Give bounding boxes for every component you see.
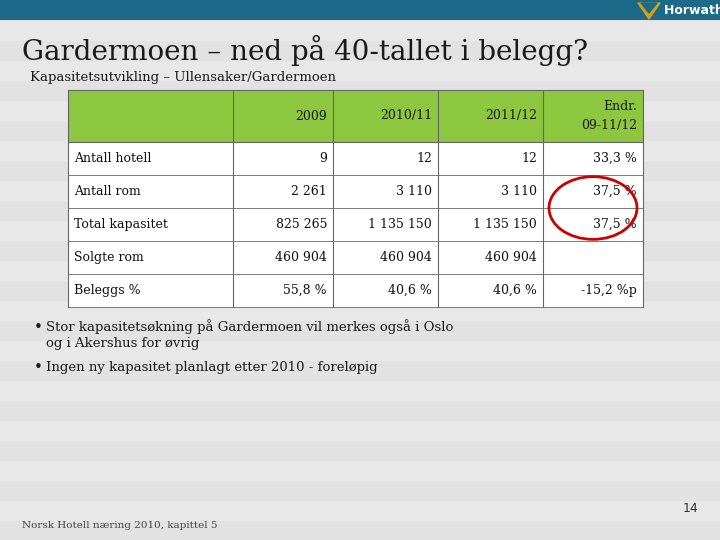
Text: •: • (34, 360, 43, 375)
Text: 09-11/12: 09-11/12 (581, 119, 637, 132)
Text: 40,6 %: 40,6 % (388, 284, 432, 297)
Text: 14: 14 (683, 502, 698, 515)
Text: 825 265: 825 265 (276, 218, 327, 231)
Bar (0, 420, 720, 440)
Text: Ingen ny kapasitet planlagt etter 2010 - foreløpig: Ingen ny kapasitet planlagt etter 2010 -… (46, 361, 377, 374)
Bar (0, 40, 720, 60)
Text: 3 110: 3 110 (501, 185, 537, 198)
Text: Beleggs %: Beleggs % (74, 284, 140, 297)
Bar (0, 20, 720, 40)
Text: 12: 12 (521, 152, 537, 165)
Polygon shape (641, 3, 657, 13)
Bar (0, 60, 720, 80)
Bar (0, 480, 720, 500)
Text: 40,6 %: 40,6 % (493, 284, 537, 297)
Text: 1 135 150: 1 135 150 (473, 218, 537, 231)
Text: 33,3 %: 33,3 % (593, 152, 637, 165)
Text: 9: 9 (319, 152, 327, 165)
Text: 460 904: 460 904 (485, 251, 537, 264)
Bar (0, 460, 720, 480)
Bar (0, 120, 720, 140)
Text: 3 110: 3 110 (396, 185, 432, 198)
Bar (0, 140, 720, 160)
Bar (0, 440, 720, 460)
Bar (0, 0, 720, 20)
Text: Gardermoen – ned på 40-tallet i belegg?: Gardermoen – ned på 40-tallet i belegg? (22, 35, 588, 65)
Text: 2 261: 2 261 (292, 185, 327, 198)
Polygon shape (638, 3, 660, 19)
Text: 460 904: 460 904 (380, 251, 432, 264)
FancyBboxPatch shape (0, 0, 720, 20)
Bar (0, 320, 720, 340)
Text: Endr.: Endr. (603, 99, 637, 112)
Bar (0, 300, 720, 320)
Bar (0, 240, 720, 260)
Bar (0, 520, 720, 540)
Text: -15,2 %p: -15,2 %p (581, 284, 637, 297)
Bar (0, 180, 720, 200)
FancyBboxPatch shape (68, 274, 643, 307)
Text: 37,5 %: 37,5 % (593, 185, 637, 198)
Bar (0, 340, 720, 360)
Text: Kapasitetsutvikling – Ullensaker/Gardermoen: Kapasitetsutvikling – Ullensaker/Garderm… (30, 71, 336, 84)
Text: og i Akershus for øvrig: og i Akershus for øvrig (46, 336, 199, 349)
Text: 55,8 %: 55,8 % (284, 284, 327, 297)
Bar (0, 400, 720, 420)
Bar (0, 500, 720, 520)
Text: Stor kapasitetsøkning på Gardermoen vil merkes også i Oslo: Stor kapasitetsøkning på Gardermoen vil … (46, 320, 454, 334)
Text: Horwath HTL: Horwath HTL (664, 4, 720, 17)
Bar (0, 380, 720, 400)
FancyBboxPatch shape (68, 90, 643, 142)
Bar (0, 200, 720, 220)
Bar (0, 100, 720, 120)
Text: Antall hotell: Antall hotell (74, 152, 151, 165)
Text: 12: 12 (416, 152, 432, 165)
Text: 2010/11: 2010/11 (380, 110, 432, 123)
Text: Solgte rom: Solgte rom (74, 251, 144, 264)
Text: •: • (34, 320, 43, 334)
Bar (0, 220, 720, 240)
Bar (0, 80, 720, 100)
Text: Total kapasitet: Total kapasitet (74, 218, 168, 231)
Text: 2011/12: 2011/12 (485, 110, 537, 123)
Bar (0, 360, 720, 380)
Text: 37,5 %: 37,5 % (593, 218, 637, 231)
FancyBboxPatch shape (68, 142, 643, 175)
FancyBboxPatch shape (68, 208, 643, 241)
Text: Antall rom: Antall rom (74, 185, 140, 198)
Bar (0, 260, 720, 280)
Text: 460 904: 460 904 (275, 251, 327, 264)
Bar (0, 280, 720, 300)
FancyBboxPatch shape (68, 175, 643, 208)
Bar (0, 160, 720, 180)
Text: 2009: 2009 (295, 110, 327, 123)
Text: Norsk Hotell næring 2010, kapittel 5: Norsk Hotell næring 2010, kapittel 5 (22, 522, 217, 530)
Text: 1 135 150: 1 135 150 (368, 218, 432, 231)
FancyBboxPatch shape (68, 241, 643, 274)
